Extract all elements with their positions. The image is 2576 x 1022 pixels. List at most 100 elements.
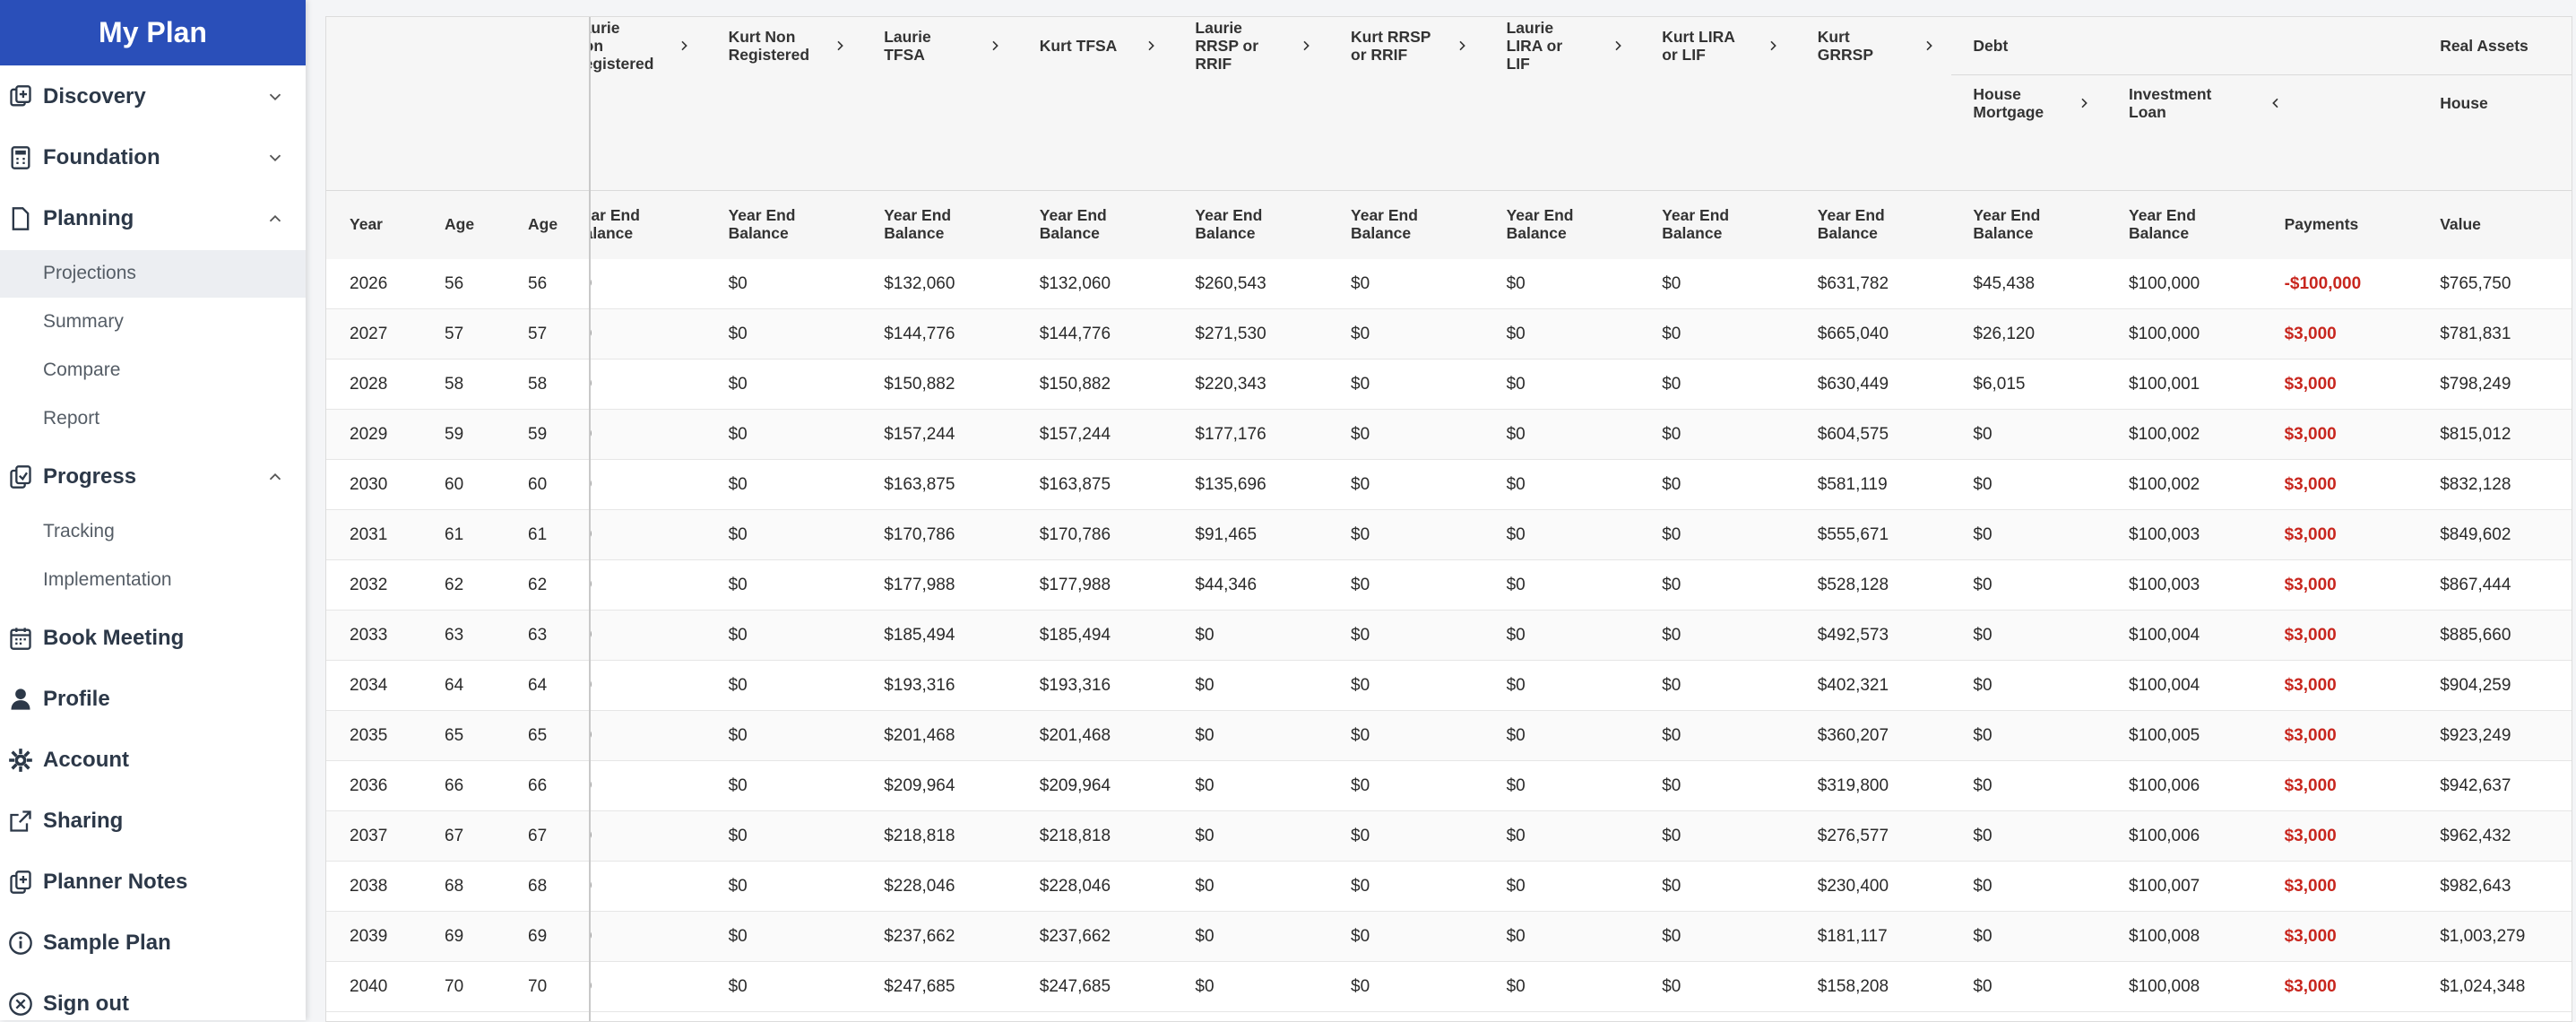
account-header[interactable]: House <box>2440 94 2488 112</box>
table-cell: $528,128 <box>1817 576 1889 594</box>
table-cell: $100,008 <box>2129 927 2200 946</box>
table-cell: 2029 <box>350 425 388 444</box>
column-header: Year End Balance <box>728 206 796 242</box>
table-cell: $798,249 <box>2440 375 2511 394</box>
table-cell: $555,671 <box>1817 525 1889 544</box>
table-cell: $0 <box>1351 927 1370 946</box>
table-cell: $0 <box>1662 726 1681 745</box>
table-cell: $0 <box>1973 525 1993 544</box>
table-cell: $849,602 <box>2440 525 2511 544</box>
table-cell: $185,494 <box>1039 626 1111 645</box>
table-cell: $1,003,279 <box>2440 927 2526 946</box>
projection-table: Year 2026 2027 2028 2029 2030 2031 2032 2033 2034… <box>325 16 2572 1022</box>
nav-subitem[interactable]: Projections <box>43 263 136 283</box>
account-header[interactable]: Laurie LIRA or LIF <box>1506 19 1563 73</box>
nav-subitem[interactable]: Tracking <box>43 521 115 541</box>
table-cell: $604,575 <box>1817 425 1889 444</box>
nav-item[interactable]: Discovery <box>43 84 146 108</box>
table-cell: $91,465 <box>1195 525 1258 544</box>
table-cell: $0 <box>1195 827 1215 845</box>
table-cell: 69 <box>445 927 464 946</box>
nav-subitem[interactable]: Report <box>43 408 100 429</box>
nav-item[interactable]: Progress <box>43 464 137 489</box>
table-cell: 61 <box>445 525 464 544</box>
table-cell: $0 <box>591 475 592 495</box>
table-cell: $492,573 <box>1817 626 1889 645</box>
table-row <box>326 661 2572 711</box>
nav-item[interactable]: Planning <box>43 206 134 230</box>
table-cell: $0 <box>1506 375 1526 394</box>
column-toggle <box>1770 40 1776 51</box>
table-cell: $260,543 <box>1195 274 1266 293</box>
table-cell: 2033 <box>350 626 388 645</box>
nav-item[interactable]: Account <box>43 748 129 772</box>
nav-icon <box>9 749 32 772</box>
table-cell: $135,696 <box>1195 475 1266 494</box>
table-cell: $0 <box>1662 425 1681 444</box>
table-cell: $0 <box>1351 626 1370 645</box>
table-cell: $100,004 <box>2129 676 2200 695</box>
table-cell: 61 <box>528 525 548 544</box>
table-cell: 63 <box>445 626 464 645</box>
table-cell: $630,449 <box>1817 375 1889 394</box>
table-row <box>326 862 2572 912</box>
account-header[interactable]: Kurt TFSA <box>1039 37 1118 55</box>
nav-icon <box>9 931 32 955</box>
table-cell: $3,000 <box>2284 576 2337 594</box>
table-cell: $181,117 <box>1817 927 1888 946</box>
table-cell: $0 <box>591 726 592 746</box>
account-header[interactable]: Kurt LIRA or LIF <box>1662 28 1735 64</box>
account-header[interactable]: House Mortgage <box>1973 85 2044 121</box>
account-header[interactable]: Laurie TFSA <box>884 28 931 64</box>
table-cell: $0 <box>591 425 592 445</box>
table-cell: 2034 <box>350 676 388 695</box>
column-header: Year End Balance <box>1351 206 1418 242</box>
table-cell: $3,000 <box>2284 927 2337 946</box>
table-cell: $0 <box>1195 927 1215 946</box>
group-divider <box>1951 74 2572 75</box>
nav-item[interactable]: Book Meeting <box>43 626 185 650</box>
table-cell: $0 <box>728 776 748 795</box>
account-header[interactable]: Kurt Non Registered <box>728 28 810 64</box>
table-cell: $0 <box>1506 977 1526 996</box>
table-cell: $0 <box>1351 977 1370 996</box>
nav-icon <box>10 628 31 650</box>
brand-title[interactable]: My Plan <box>0 0 306 65</box>
table-cell: $0 <box>728 325 748 343</box>
table-cell: $0 <box>591 576 592 595</box>
nav-item[interactable]: Profile <box>43 687 110 711</box>
nav-subitem[interactable]: Compare <box>43 359 121 380</box>
table-cell: $0 <box>1662 927 1681 946</box>
table-cell: $0 <box>1662 977 1681 996</box>
table-cell: $193,316 <box>884 676 955 695</box>
nav-item[interactable]: Foundation <box>43 145 160 169</box>
nav-item[interactable]: Sample Plan <box>43 931 171 955</box>
account-header[interactable]: Laurie RRSP or RRIF <box>1195 19 1259 73</box>
table-cell: $209,964 <box>884 776 955 795</box>
table-cell: $0 <box>1351 375 1370 394</box>
nav-icon <box>10 465 31 489</box>
header-divider <box>326 190 2572 191</box>
account-header[interactable]: Kurt RRSP or RRIF <box>1351 28 1431 64</box>
table-cell: 2035 <box>350 726 388 745</box>
nav-subitem[interactable]: Summary <box>43 311 124 332</box>
table-cell: $0 <box>1506 927 1526 946</box>
nav-item[interactable]: Sign out <box>43 992 129 1016</box>
nav-item[interactable]: Planner Notes <box>43 870 188 894</box>
table-cell: $0 <box>1351 877 1370 896</box>
table-cell: $0 <box>1351 576 1370 594</box>
account-header[interactable]: Laurie Non Registered <box>591 19 654 73</box>
table-cell: $218,818 <box>1039 827 1111 845</box>
column-header: Year End Balance <box>1039 206 1107 242</box>
column-header: Year End Balance <box>591 206 640 242</box>
account-header[interactable]: Kurt GRRSP <box>1817 28 1874 64</box>
nav-item[interactable]: Sharing <box>43 809 124 833</box>
table-cell: 59 <box>445 425 464 444</box>
table-cell: $0 <box>591 325 592 344</box>
nav-subitem[interactable]: Implementation <box>43 569 172 590</box>
column-header: Payments <box>2284 215 2359 233</box>
account-header[interactable]: Investment Loan <box>2129 85 2212 121</box>
table-cell: 2037 <box>350 827 388 845</box>
table-cell: $0 <box>591 274 592 294</box>
table-cell: $3,000 <box>2284 676 2337 695</box>
